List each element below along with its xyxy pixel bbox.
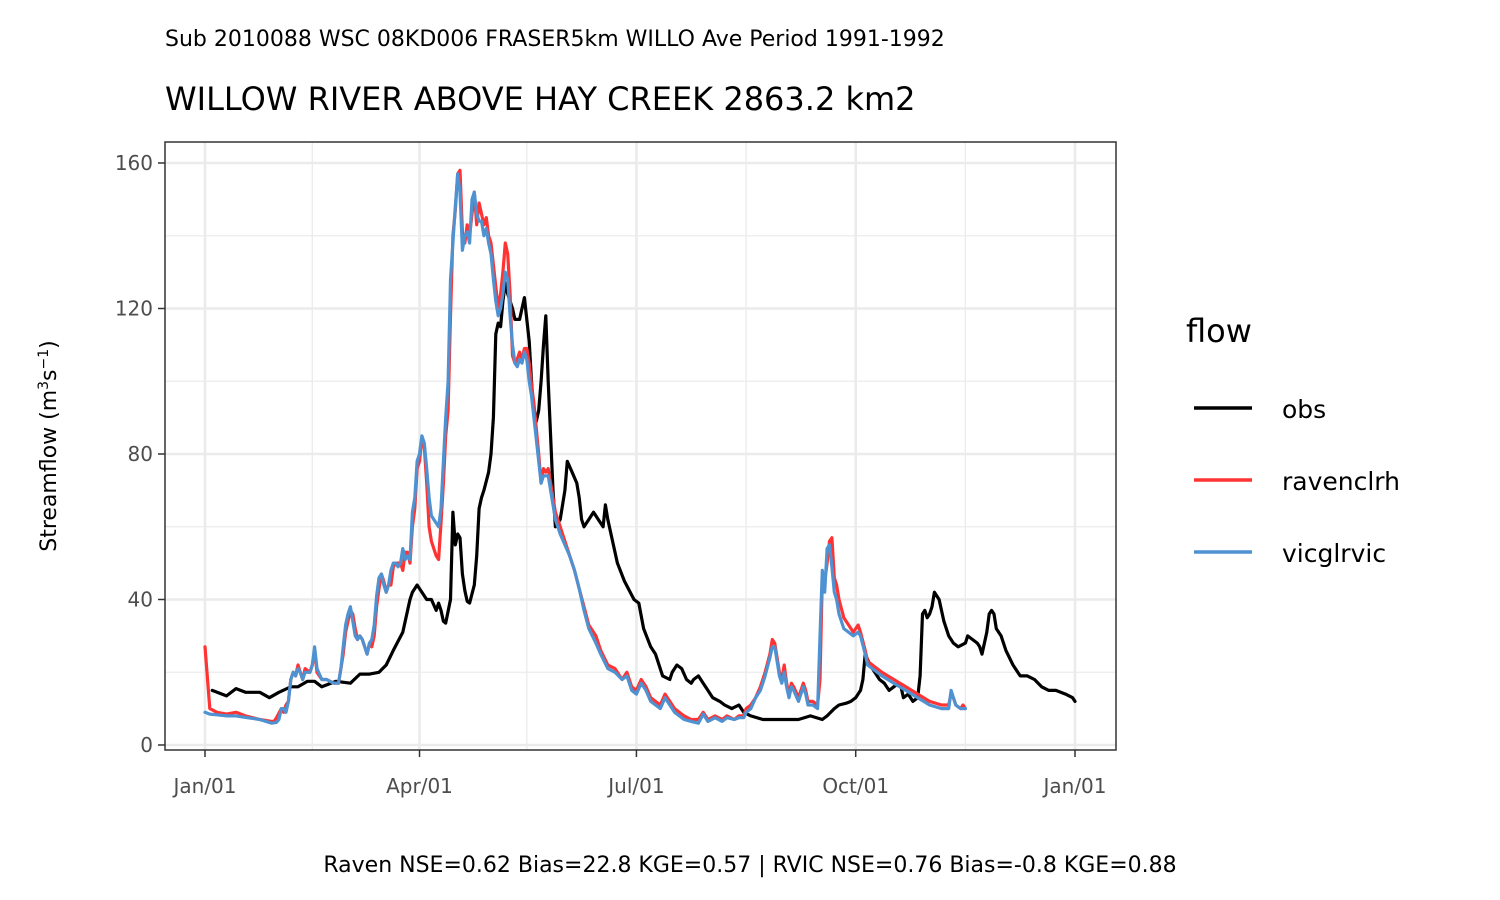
y-axis-title-main: Streamflow (m — [37, 390, 62, 552]
grid-minor — [165, 142, 1116, 750]
legend-label-obs: obs — [1282, 395, 1326, 424]
x-tick-label: Jan/01 — [171, 774, 236, 798]
legend-label-vicglrvic: vicglrvic — [1282, 539, 1386, 568]
series-line-obs — [210, 281, 1077, 722]
y-tick-label: 40 — [128, 588, 153, 612]
y-tick-label: 120 — [115, 297, 153, 321]
y-tick-label: 160 — [115, 151, 153, 175]
plot-border — [164, 141, 1117, 751]
series-line-vicglrvic — [203, 172, 967, 725]
y-axis-title-sup1: 3 — [36, 381, 52, 390]
y-axis: 0 40 80 120 160 — [115, 151, 165, 757]
y-axis-title: Streamflow (m3s−1) — [36, 340, 62, 552]
y-tick-label: 80 — [128, 442, 153, 466]
x-tick-label: Jan/01 — [1041, 774, 1106, 798]
y-axis-title-end: ) — [37, 340, 62, 349]
x-tick-label: Jul/01 — [606, 774, 664, 798]
y-axis-title-mid: s — [37, 369, 62, 380]
x-tick-label: Oct/01 — [822, 774, 889, 798]
y-axis-title-sup2: −1 — [36, 349, 52, 370]
legend-label-ravenclrh: ravenclrh — [1282, 467, 1400, 496]
x-tick-label: Apr/01 — [386, 774, 453, 798]
chart-subtitle: Sub 2010088 WSC 08KD006 FRASER5km WILLO … — [165, 27, 945, 52]
series-layer — [203, 168, 1077, 725]
x-axis: Jan/01 Apr/01 Jul/01 Oct/01 Jan/01 — [171, 750, 1107, 798]
y-tick-label: 0 — [140, 733, 153, 757]
legend: flow obs ravenclrh vicglrvic — [1186, 312, 1400, 568]
legend-title: flow — [1186, 312, 1252, 350]
chart-title: WILLOW RIVER ABOVE HAY CREEK 2863.2 km2 — [165, 80, 916, 118]
plot-panel — [165, 142, 1116, 750]
chart-caption: Raven NSE=0.62 Bias=22.8 KGE=0.57 | RVIC… — [323, 853, 1176, 878]
